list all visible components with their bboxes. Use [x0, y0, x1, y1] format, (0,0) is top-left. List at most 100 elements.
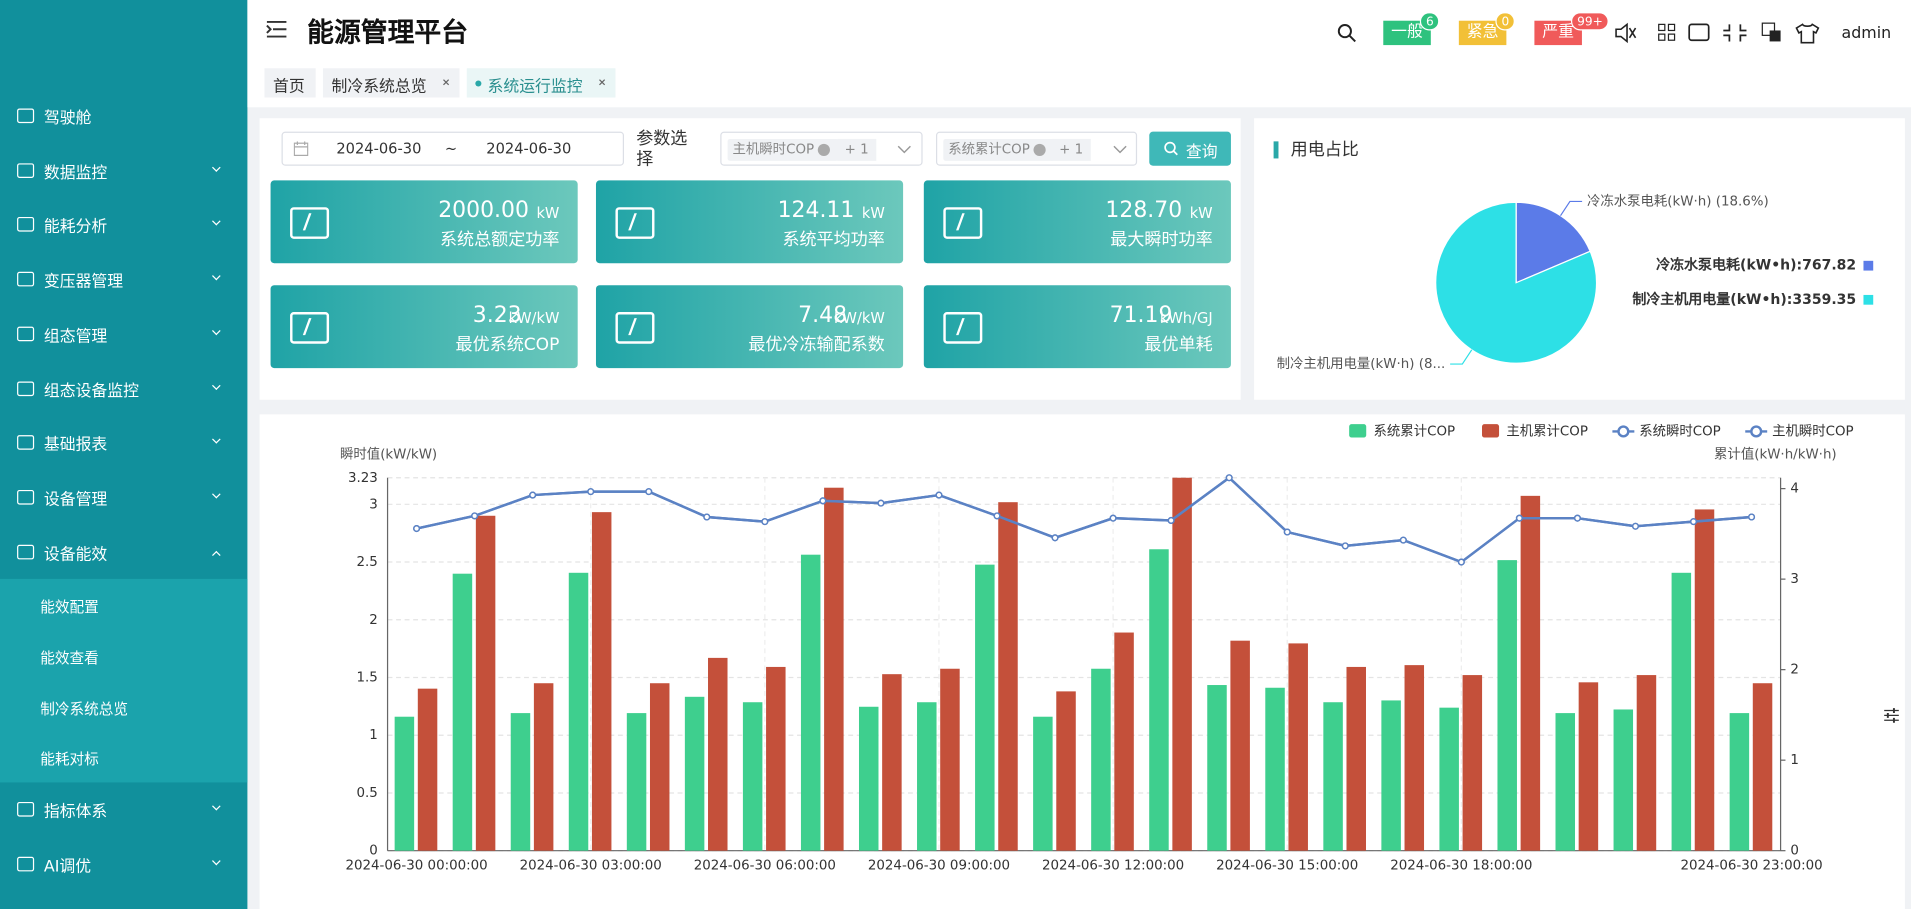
line-point: [1573, 514, 1581, 522]
tab[interactable]: [466, 68, 616, 98]
legend-swatch: [1617, 425, 1630, 438]
alert-badge[interactable]: 严重: [1534, 20, 1582, 46]
menu-label: 设备管理: [43, 491, 108, 510]
bar: [742, 702, 763, 851]
menu-item[interactable]: [0, 143, 247, 197]
line-point: [413, 525, 421, 533]
menu-label: AI调优: [43, 857, 92, 877]
line-point: [1283, 528, 1291, 536]
query-button[interactable]: [1149, 131, 1231, 166]
submenu-label[interactable]: 能耗对标: [40, 751, 99, 769]
kpi-card: [923, 180, 1231, 264]
line-series: [416, 476, 1752, 564]
x-tick-label: 2024-06-30 23:00:00: [1680, 858, 1822, 873]
bar: [1381, 700, 1401, 851]
pie-legend-swatch: [1863, 294, 1874, 305]
menu-item[interactable]: [0, 525, 247, 579]
query-icon: [1164, 141, 1178, 156]
date-separator: ~: [444, 140, 458, 158]
menu-toggle[interactable]: [266, 20, 288, 40]
bar: [1671, 572, 1692, 851]
kpi-card: [270, 180, 578, 264]
kpi-icon: [943, 207, 983, 239]
tab-dot: [475, 80, 482, 87]
menu-label: 基础报表: [43, 436, 108, 455]
bar: [1207, 685, 1227, 851]
y-tick-label: 1: [369, 728, 378, 743]
line-point: [761, 518, 769, 526]
bar: [533, 683, 554, 851]
bar: [417, 688, 438, 851]
alert-count: 0: [1495, 12, 1516, 31]
select-1[interactable]: [720, 131, 923, 166]
select-more: + 1: [1051, 138, 1091, 161]
bar: [1497, 560, 1517, 851]
x-tick-label: 2024-06-30 09:00:00: [868, 858, 1010, 873]
user-name[interactable]: admin: [1841, 24, 1892, 43]
bar: [1729, 713, 1750, 851]
pie-legend-swatch: [1863, 260, 1874, 271]
tab-label: 首页: [273, 78, 305, 97]
bar: [998, 502, 1018, 851]
submenu-label[interactable]: 能效配置: [40, 598, 99, 616]
kpi-value: 128.70: [1105, 197, 1183, 224]
kpi-icon: [615, 312, 655, 344]
line-point: [877, 499, 885, 507]
menu-item[interactable]: [0, 837, 247, 891]
tab-label: 制冷系统总览: [331, 78, 427, 97]
menu-item[interactable]: [0, 783, 247, 837]
pie-slice-label: 制冷主机用电量(kW·h) (8...: [1277, 356, 1446, 372]
bar: [940, 668, 960, 851]
bar: [510, 713, 531, 851]
y2-axis-name: 累计值(kW·h/kW·h): [1714, 447, 1837, 463]
legend-label: 系统累计COP: [1374, 423, 1456, 439]
kpi-label: 系统总额定功率: [439, 230, 560, 250]
kpi-card: [595, 180, 904, 264]
bar: [1265, 687, 1285, 851]
bar: [1613, 709, 1634, 851]
menu-label: 驾驶舱: [43, 109, 92, 128]
line-point: [1341, 542, 1349, 550]
toolbar-icons[interactable]: [1615, 22, 1834, 44]
menu-item[interactable]: [0, 89, 247, 143]
menu-item[interactable]: [0, 198, 247, 252]
line-point: [703, 513, 711, 521]
tab[interactable]: [322, 68, 460, 98]
y-tick-label: 2: [369, 613, 378, 628]
submenu-label[interactable]: 制冷系统总览: [40, 700, 128, 718]
bar: [917, 702, 937, 851]
bar: [1230, 640, 1250, 851]
y-tick-label: 3.23: [348, 471, 378, 486]
menu-item[interactable]: [0, 416, 247, 470]
date-range[interactable]: [281, 131, 624, 166]
bar: [1636, 675, 1657, 851]
bar: [1578, 682, 1599, 851]
y-tick-label: 2.5: [357, 555, 378, 570]
param-label: 参数选择: [636, 129, 688, 170]
y2-tick-label: 2: [1790, 663, 1799, 678]
select-2[interactable]: [936, 131, 1138, 166]
page-title: 能源管理平台: [307, 18, 469, 49]
menu-icon: [17, 271, 35, 287]
menu-item[interactable]: [0, 307, 247, 361]
line-point: [587, 488, 595, 496]
bar: [1033, 716, 1053, 851]
menu-item[interactable]: [0, 470, 247, 524]
submenu-label[interactable]: 能效查看: [40, 649, 99, 667]
menu-item[interactable]: [0, 252, 247, 306]
search-icon[interactable]: [1337, 23, 1357, 43]
bar: [1056, 691, 1076, 851]
bar: [394, 716, 415, 851]
y-tick-label: 3: [369, 497, 378, 512]
bar: [882, 674, 902, 851]
kpi-value: 3.23: [472, 302, 522, 328]
kpi-value: 124.11: [777, 197, 855, 224]
kpi-unit: kW/kW: [834, 309, 885, 327]
kpi-value: 2000.00: [438, 197, 529, 224]
kpi-card: [923, 285, 1231, 369]
line-point: [935, 491, 943, 499]
tab[interactable]: [264, 68, 316, 98]
chart-tool-icon[interactable]: [1883, 707, 1900, 724]
bar: [975, 564, 995, 851]
menu-label: 设备能效: [43, 545, 108, 564]
